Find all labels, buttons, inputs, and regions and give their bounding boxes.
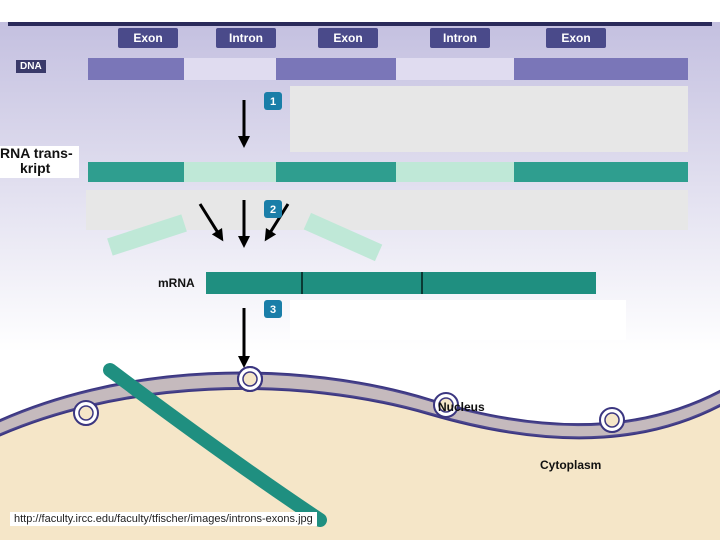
rna-segment-exon-4 (514, 162, 688, 182)
svg-text:2: 2 (270, 204, 276, 216)
step-badge-3: 3 (264, 300, 282, 318)
info-box-2 (290, 300, 626, 340)
header-pill-exon-0: Exon (118, 28, 178, 48)
diagram-stage: 1 2 3 Exon Intron Exon Intron Exon DNA RNA tra… (0, 0, 720, 540)
rna-transcript-label: RNA trans- kript (0, 146, 79, 178)
dna-segment-intron-1 (184, 58, 276, 80)
step-badge-1: 1 (264, 92, 282, 110)
dna-segment-exon-0 (88, 58, 184, 80)
dna-label: DNA (16, 60, 46, 73)
rna-segment-exon-2 (276, 162, 396, 182)
rna-label-line2: kript (0, 160, 50, 176)
svg-text:1: 1 (270, 96, 276, 108)
rna-label-line1: RNA trans (0, 145, 68, 161)
dna-segment-exon-2 (276, 58, 396, 80)
nucleus-label: Nucleus (438, 400, 485, 414)
info-box-0 (290, 86, 688, 152)
header-pill-exon-2: Exon (318, 28, 378, 48)
mrna-label: mRNA (158, 276, 195, 290)
diagram-svg: 1 2 3 (0, 0, 720, 540)
header-pill-exon-4: Exon (546, 28, 606, 48)
rna-segment-intron-1 (184, 162, 276, 182)
mrna-bar (206, 272, 596, 294)
step-badge-2: 2 (264, 200, 282, 218)
citation-text: http://faculty.ircc.edu/faculty/tfischer… (10, 512, 317, 526)
rna-segment-intron-3 (396, 162, 514, 182)
cytoplasm-label: Cytoplasm (540, 458, 601, 472)
header-pill-intron-1: Intron (216, 28, 276, 48)
svg-text:3: 3 (270, 304, 276, 316)
dna-segment-intron-3 (396, 58, 514, 80)
dna-segment-exon-4 (514, 58, 688, 80)
rna-segment-exon-0 (88, 162, 184, 182)
header-pill-intron-3: Intron (430, 28, 490, 48)
